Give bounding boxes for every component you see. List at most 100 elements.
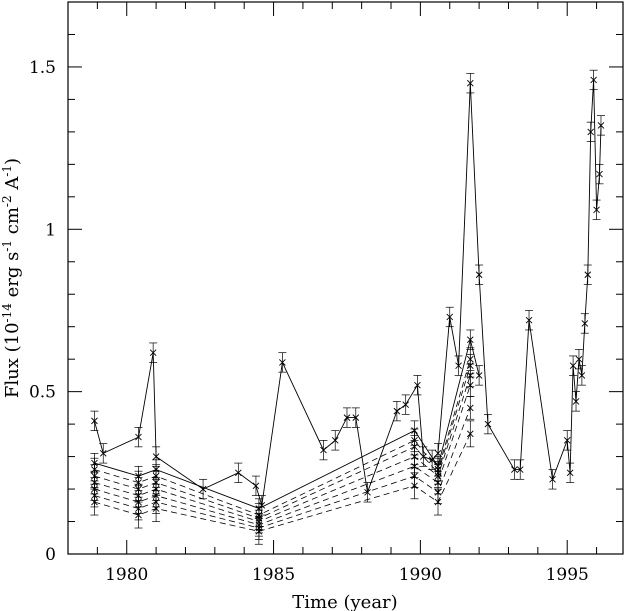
data-point-x-marker [572,398,580,405]
marker-stroke [466,79,474,87]
series-line [94,375,471,522]
data-point-x-marker [597,122,605,129]
y-tick-label: 0 [45,545,56,565]
y-axis-title-mid3: A [2,176,23,196]
marker-stroke [466,430,474,438]
marker-stroke [597,122,605,129]
series-line [94,365,471,519]
marker-stroke [135,433,142,441]
data-point-x-marker [343,414,351,421]
y-axis-title-exp1: -14 [0,303,14,323]
marker-stroke [475,372,483,379]
y-tick-label: 1.5 [29,58,56,78]
data-point-x-marker [587,128,595,136]
marker-stroke [99,450,107,457]
series-2 [90,347,475,527]
marker-stroke [343,414,351,421]
data-point-x-marker [569,362,577,369]
marker-stroke [563,437,571,444]
data-point-x-marker [575,355,583,363]
series-5 [90,373,475,537]
marker-stroke [475,271,483,279]
marker-stroke [566,469,574,477]
x-axis-title: Time (year) [292,592,397,611]
data-point-x-marker [135,511,142,519]
marker-stroke [466,336,474,344]
marker-stroke [149,349,157,357]
marker-stroke [572,398,580,405]
series-line [94,433,471,532]
marker-stroke [320,446,327,454]
marker-stroke [455,362,462,369]
data-point-x-marker [411,482,418,490]
marker-stroke [352,414,360,421]
marker-stroke [590,76,597,84]
x-tick-label: 1990 [399,565,442,585]
marker-stroke [587,128,595,136]
marker-stroke [525,316,533,324]
marker-stroke [393,407,401,415]
y-axis-title-mid1: erg s [2,252,23,303]
data-point-x-marker [152,453,160,460]
data-point-x-marker [596,170,603,178]
marker-stroke [584,271,592,279]
series-line [94,339,480,509]
marker-stroke [152,453,160,460]
marker-stroke [434,498,442,506]
tick-labels: 1980 1985 1990 1995 0 0.5 1 1.5 [29,58,589,585]
marker-stroke [331,437,339,444]
data-point-x-marker [149,349,157,357]
data-point-x-marker [455,362,462,369]
marker-stroke [402,401,410,408]
plot-series [90,69,605,545]
data-point-x-marker [352,414,360,421]
data-point-x-marker [590,76,597,84]
data-point-x-marker [99,450,107,457]
series-7 [90,420,475,545]
x-tick-label: 1980 [105,565,148,585]
data-point-x-marker [255,527,263,535]
data-point-x-marker [434,498,442,506]
data-point-x-marker [91,498,98,506]
marker-stroke [199,485,207,493]
data-point-x-marker [578,372,586,379]
x-tick-label: 1995 [546,565,589,585]
data-point-x-marker [279,359,286,366]
data-point-x-marker [466,336,474,344]
marker-stroke [91,417,98,425]
marker-stroke [414,381,421,389]
data-point-x-marker [152,505,160,512]
data-point-x-marker [581,320,589,327]
marker-stroke [466,381,474,389]
marker-stroke [252,482,260,490]
data-point-x-marker [466,381,474,389]
y-axis-title-exp3: -2 [0,195,14,207]
data-point-x-marker [446,313,454,321]
data-point-x-marker [364,488,371,496]
marker-stroke [364,488,371,496]
data-point-x-marker [511,466,518,473]
series-line [93,79,602,506]
series-1 [90,329,484,519]
data-point-x-marker [320,446,327,454]
marker-stroke [549,475,556,483]
y-tick-label: 0.5 [29,383,56,403]
data-point-x-marker [91,417,98,425]
marker-stroke [511,466,518,473]
data-point-x-marker [434,450,442,457]
y-axis-title-end: ) [2,158,23,165]
data-point-x-marker [428,456,436,464]
data-point-x-marker [525,316,533,324]
data-point-x-marker [549,475,556,483]
marker-stroke [234,469,242,477]
data-point-x-marker [475,271,483,279]
marker-stroke [419,453,427,460]
series-line [94,359,471,516]
marker-stroke [593,206,600,214]
data-point-x-marker [566,469,574,477]
data-point-x-marker [466,404,474,412]
y-axis-title-exp2: -1 [0,240,14,252]
y-axis-title-mid2: cm [2,207,23,240]
data-point-x-marker [402,401,410,408]
